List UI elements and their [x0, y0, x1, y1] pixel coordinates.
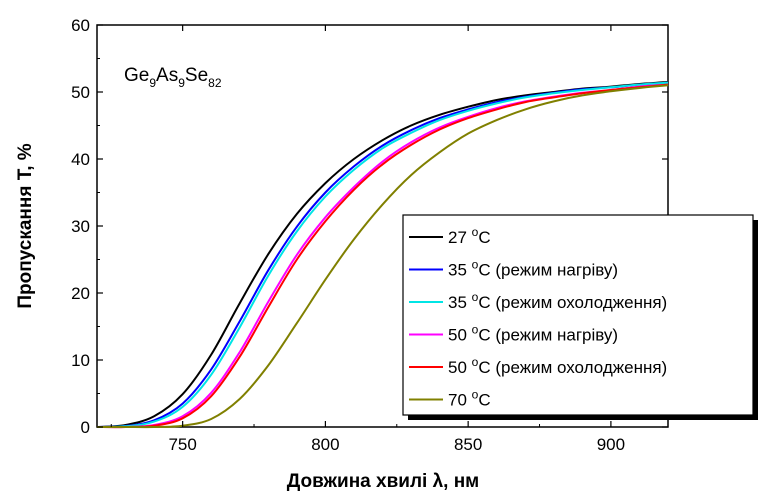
y-tick-label: 40: [71, 150, 90, 169]
series-line: [96, 83, 669, 429]
legend-temp: 35: [448, 293, 472, 312]
y-tick-label: 60: [71, 16, 90, 35]
legend-temp: 35: [448, 261, 472, 280]
legend-temp: 27: [448, 228, 472, 247]
legend-unit-mode: C (режим охолодження): [478, 293, 667, 312]
legend-unit-mode: C (режим нагріву): [478, 261, 618, 280]
legend-temp: 50: [448, 326, 472, 345]
legend-entry: 35 oC (режим охолодження): [448, 290, 667, 312]
legend-entry: 50 oC (режим нагріву): [448, 323, 618, 345]
legend-temp: 50: [448, 358, 472, 377]
compound-annotation: Ge9As9Se82: [124, 65, 222, 90]
degree-mark: o: [472, 388, 479, 402]
x-tick-label: 850: [454, 435, 482, 454]
legend-unit-mode: C: [478, 228, 490, 247]
legend-entry: 35 oC (режим нагріву): [448, 258, 618, 280]
degree-mark: o: [472, 258, 479, 272]
legend-entry: 50 oC (режим охолодження): [448, 355, 667, 377]
legend-entry: 70 oC: [448, 388, 491, 410]
element-symbol: Ge: [124, 65, 149, 86]
y-axis-title: Пропускання T, %: [15, 143, 36, 308]
series-lines: [96, 81, 669, 429]
y-tick-label: 0: [81, 418, 90, 437]
legend-entry: 27 oC: [448, 225, 491, 247]
element-symbol: As: [156, 65, 178, 86]
legend-box: [402, 214, 754, 416]
x-axis-title: Довжина хвилі λ, нм: [287, 471, 480, 492]
series-line: [97, 84, 669, 429]
x-tick-label: 750: [168, 435, 196, 454]
y-tick-label: 50: [71, 83, 90, 102]
y-axis-ticks: 0 10 20 30 40 50 60: [71, 16, 668, 437]
x-tick-label: 900: [597, 435, 625, 454]
degree-mark: o: [472, 225, 479, 239]
x-axis-ticks: 750 800 850 900: [110, 25, 625, 454]
y-tick-label: 20: [71, 284, 90, 303]
degree-mark: o: [472, 355, 479, 369]
element-subscript: 9: [149, 76, 156, 90]
element-subscript: 82: [208, 76, 222, 90]
degree-mark: o: [472, 323, 479, 337]
legend-unit-mode: C: [478, 391, 490, 410]
legend-temp: 70: [448, 391, 472, 410]
series-line: [96, 81, 669, 428]
element-symbol: Se: [185, 65, 208, 86]
legend-unit-mode: C (режим нагріву): [478, 326, 618, 345]
legend-unit-mode: C (режим охолодження): [478, 358, 667, 377]
element-subscript: 9: [178, 76, 185, 90]
x-tick-label: 800: [311, 435, 339, 454]
degree-mark: o: [472, 290, 479, 304]
y-tick-label: 10: [71, 351, 90, 370]
compound-label: Ge9As9Se82: [124, 65, 222, 90]
y-tick-label: 30: [71, 217, 90, 236]
